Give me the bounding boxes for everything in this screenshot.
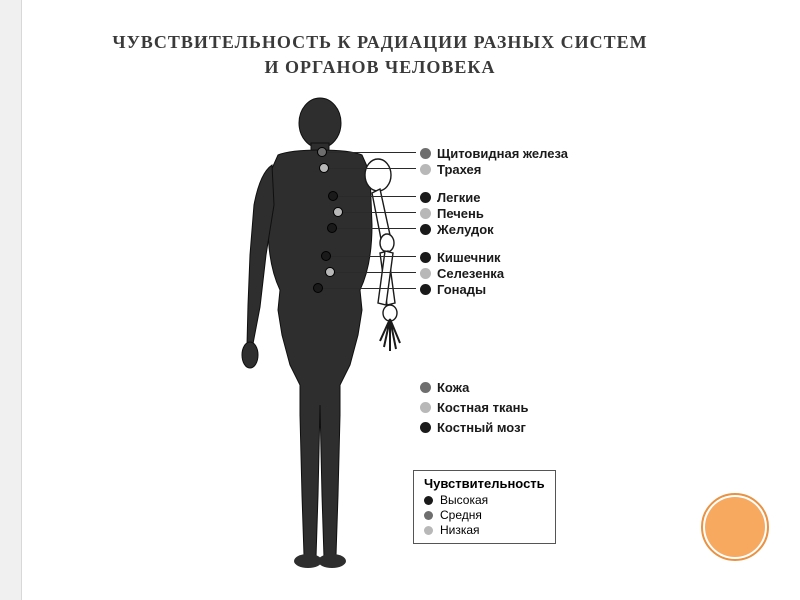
system-label-text: Кожа xyxy=(437,380,469,395)
leader-line xyxy=(318,288,416,289)
organ-label-text: Щитовидная железа xyxy=(437,146,568,161)
organ-label: Селезенка xyxy=(420,266,504,281)
legend-dot-icon xyxy=(424,526,433,535)
leader-line xyxy=(333,196,416,197)
legend-item-text: Высокая xyxy=(440,493,488,507)
leader-line xyxy=(322,152,416,153)
organ-marker xyxy=(317,147,327,157)
organ-marker xyxy=(319,163,329,173)
leader-line xyxy=(324,168,416,169)
organ-label-text: Кишечник xyxy=(437,250,501,265)
leader-line xyxy=(332,228,416,229)
organ-label: Желудок xyxy=(420,222,494,237)
sensitivity-dot-icon xyxy=(420,268,431,279)
organ-label-text: Трахея xyxy=(437,162,481,177)
system-label-text: Костная ткань xyxy=(437,400,529,415)
organ-marker xyxy=(327,223,337,233)
slide-title: ЧУВСТВИТЕЛЬНОСТЬ К РАДИАЦИИ РАЗНЫХ СИСТЕ… xyxy=(60,30,700,80)
legend-dot-icon xyxy=(424,511,433,520)
organ-marker xyxy=(328,191,338,201)
organ-label-text: Печень xyxy=(437,206,484,221)
title-line2: И ОРГАНОВ ЧЕЛОВЕКА xyxy=(265,57,496,77)
organ-label-text: Легкие xyxy=(437,190,481,205)
legend-row: Низкая xyxy=(424,523,545,537)
sensitivity-dot-icon xyxy=(420,252,431,263)
organ-label-text: Гонады xyxy=(437,282,486,297)
system-label-text: Костный мозг xyxy=(437,420,526,435)
body-diagram xyxy=(190,95,630,575)
legend-row: Высокая xyxy=(424,493,545,507)
organ-label: Печень xyxy=(420,206,484,221)
sensitivity-dot-icon xyxy=(420,284,431,295)
leader-line xyxy=(338,212,416,213)
title-line1: ЧУВСТВИТЕЛЬНОСТЬ К РАДИАЦИИ РАЗНЫХ СИСТЕ… xyxy=(112,32,647,52)
organ-label-text: Селезенка xyxy=(437,266,504,281)
sensitivity-dot-icon xyxy=(420,148,431,159)
sensitivity-dot-icon xyxy=(420,422,431,433)
organ-label: Легкие xyxy=(420,190,481,205)
sensitivity-dot-icon xyxy=(420,224,431,235)
organ-marker xyxy=(321,251,331,261)
sensitivity-dot-icon xyxy=(420,164,431,175)
legend-item-text: Средня xyxy=(440,508,482,522)
leader-line xyxy=(330,272,416,273)
legend-row: Средня xyxy=(424,508,545,522)
system-label: Кожа xyxy=(420,380,469,395)
organ-label: Гонады xyxy=(420,282,486,297)
slide-deco-circle-icon xyxy=(700,492,770,562)
legend-title: Чувствительность xyxy=(424,476,545,491)
legend-item-text: Низкая xyxy=(440,523,480,537)
organ-marker xyxy=(313,283,323,293)
organ-marker xyxy=(333,207,343,217)
organ-label: Кишечник xyxy=(420,250,501,265)
system-label: Костная ткань xyxy=(420,400,529,415)
system-label: Костный мозг xyxy=(420,420,526,435)
sensitivity-dot-icon xyxy=(420,382,431,393)
organ-label: Трахея xyxy=(420,162,481,177)
sensitivity-dot-icon xyxy=(420,192,431,203)
organ-label: Щитовидная железа xyxy=(420,146,568,161)
legend-dot-icon xyxy=(424,496,433,505)
sensitivity-legend: Чувствительность ВысокаяСредняНизкая xyxy=(413,470,556,544)
sensitivity-dot-icon xyxy=(420,208,431,219)
leader-line xyxy=(326,256,416,257)
sensitivity-dot-icon xyxy=(420,402,431,413)
organ-label-text: Желудок xyxy=(437,222,494,237)
slide-left-bar xyxy=(0,0,22,600)
organ-marker xyxy=(325,267,335,277)
